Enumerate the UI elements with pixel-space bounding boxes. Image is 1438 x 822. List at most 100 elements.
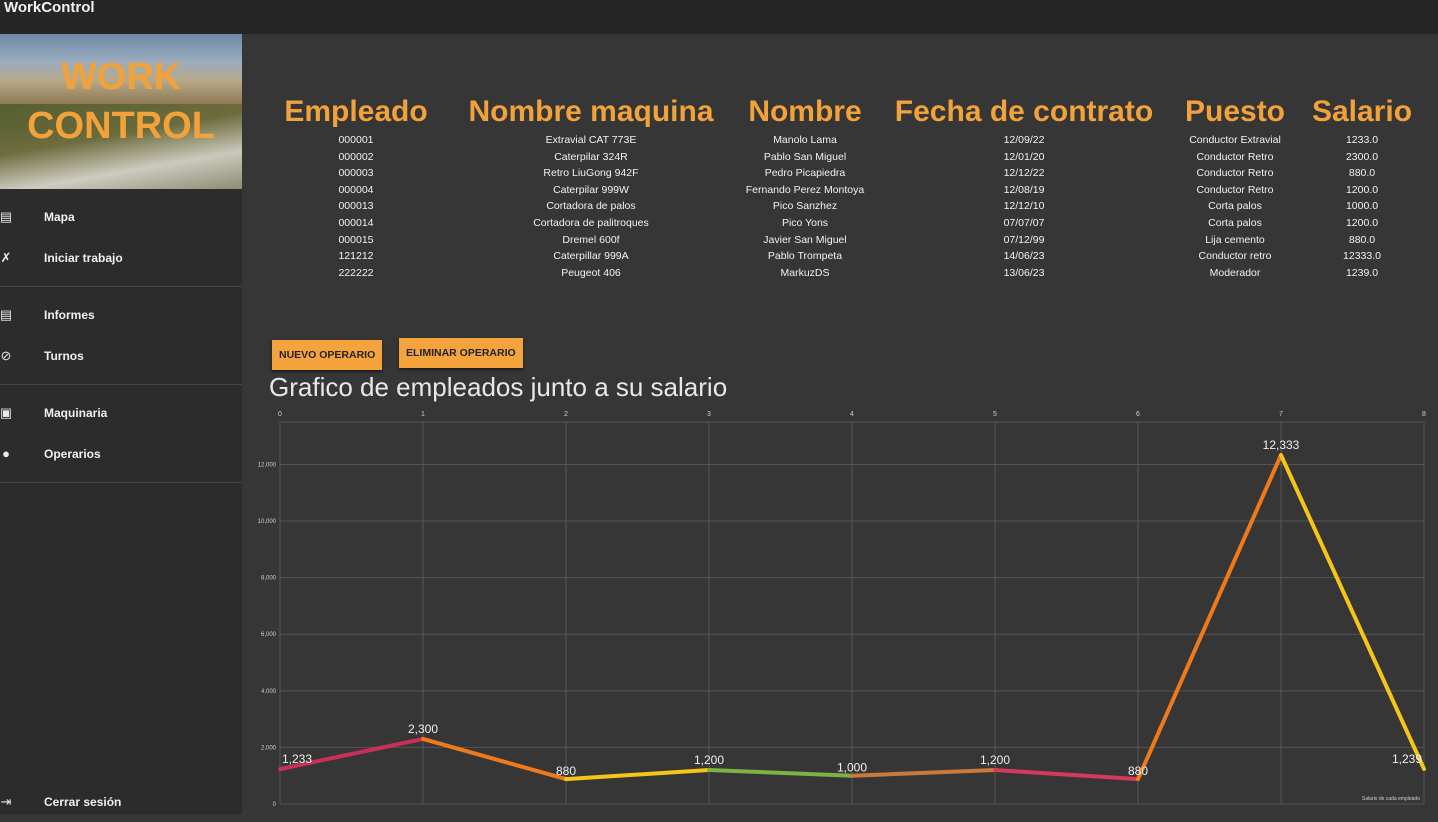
table-cell-contract-date: 12/12/10 xyxy=(1003,200,1045,213)
table-cell-position: Conductor Retro xyxy=(1196,150,1274,163)
y-tick-label: 12,000 xyxy=(258,462,277,468)
table-cell-name: Javier San Miguel xyxy=(763,233,847,246)
table-cell-contract-date: 12/09/22 xyxy=(1003,134,1045,146)
logout-button[interactable]: ⇥ Cerrar sesión xyxy=(0,782,242,822)
table-cell-name: Pedro Picapiedra xyxy=(764,167,846,180)
person-icon: ● xyxy=(2,446,10,461)
delete-operator-button[interactable]: ELIMINAR OPERARIO xyxy=(399,338,523,368)
table-cell-contract-date: 07/07/07 xyxy=(1003,216,1045,229)
table-cell-machine-name: Dremel 600f xyxy=(562,233,620,246)
data-label: 1,200 xyxy=(694,753,724,767)
table-cell-salary: 2300.0 xyxy=(1345,150,1379,163)
logo-line-2: CONTROL xyxy=(27,105,215,147)
series-segment xyxy=(1136,453,1283,782)
table-cell-position: Conductor retro xyxy=(1198,250,1272,263)
table-cell-machine-name: Cortadora de palos xyxy=(546,200,636,213)
sidebar-item-mapa[interactable]: ▤ Mapa xyxy=(0,197,242,237)
data-label: 2,300 xyxy=(408,722,438,736)
table-cell-contract-date: 12/12/22 xyxy=(1003,167,1045,180)
table-cell-machine-name: Extravial CAT 773E xyxy=(545,134,637,146)
series-segment xyxy=(1279,453,1426,771)
sidebar-item-informes[interactable]: ▤ Informes xyxy=(0,295,242,335)
table-cell-employee-id: 222222 xyxy=(338,266,374,279)
x-tick-label: 4 xyxy=(850,411,854,418)
legend-label: Salario de cada empleado xyxy=(1362,796,1420,802)
table-cell-position: Lija cemento xyxy=(1205,233,1265,246)
table-cell-employee-id: 000002 xyxy=(338,150,374,163)
table-cell-contract-date: 13/06/23 xyxy=(1003,266,1045,279)
table-cell-name: Fernando Perez Montoya xyxy=(745,183,865,196)
x-tick-label: 5 xyxy=(993,411,997,418)
y-tick-label: 2,000 xyxy=(261,745,277,751)
divider xyxy=(0,384,242,385)
table-cell-employee-id: 000004 xyxy=(338,183,374,196)
series-segment xyxy=(993,768,1140,782)
table-cell-position: Corta palos xyxy=(1208,200,1262,213)
x-tick-label: 1 xyxy=(421,411,425,418)
table-cell-salary: 1200.0 xyxy=(1345,183,1379,196)
table-cell-machine-name: Retro LiuGong 942F xyxy=(543,167,639,180)
title-bar: WorkControl xyxy=(0,0,1438,34)
column-machine-name: Nombre maquina Extravial CAT 773E Caterpil… xyxy=(458,92,724,281)
sidebar-item-label: Mapa xyxy=(44,210,75,224)
sidebar: WORK CONTROL ▤ Mapa ✗ Iniciar trabajo ▤ … xyxy=(0,34,242,814)
logo-line-1: WORK xyxy=(60,56,182,98)
series-segment xyxy=(564,768,711,782)
table-cell-machine-name: Caterpilar 324R xyxy=(554,150,628,163)
table-cell-name: Pico Sanzhez xyxy=(772,200,838,213)
table-cell-name: Pablo Trompeta xyxy=(767,250,843,263)
sidebar-item-label: Informes xyxy=(44,308,95,322)
table-cell-contract-date: 07/12/99 xyxy=(1003,233,1045,246)
divider xyxy=(0,286,242,287)
column-header: Nombre maquina xyxy=(468,95,714,128)
sidebar-item-maquinaria[interactable]: ▣ Maquinaria xyxy=(0,393,242,433)
clock-icon: ⊘ xyxy=(0,348,12,363)
data-label: 12,333 xyxy=(1263,438,1300,452)
x-tick-label: 7 xyxy=(1279,411,1283,418)
report-icon: ▤ xyxy=(0,307,13,322)
table-cell-salary: 880.0 xyxy=(1348,167,1376,180)
y-tick-label: 6,000 xyxy=(261,632,277,638)
table-cell-position: Conductor Extravial xyxy=(1189,134,1281,146)
series-segment xyxy=(707,768,854,778)
y-tick-label: 10,000 xyxy=(258,519,277,525)
data-label: 1,000 xyxy=(837,761,867,775)
data-label: 1,233 xyxy=(282,752,312,766)
column-header: Empleado xyxy=(284,95,428,128)
chart-title: Grafico de empleados junto a su salario xyxy=(269,372,728,402)
table-cell-employee-id: 000013 xyxy=(338,200,374,213)
column-header: Fecha de contrato xyxy=(894,95,1154,128)
table-cell-machine-name: Caterpilar 999W xyxy=(553,183,629,196)
table-cell-contract-date: 12/01/20 xyxy=(1003,150,1045,163)
series-segment xyxy=(850,768,997,778)
banner-landscape xyxy=(0,104,242,189)
sidebar-item-label: Maquinaria xyxy=(44,406,108,420)
x-tick-label: 8 xyxy=(1422,411,1426,418)
table-cell-name: Pico Yons xyxy=(781,216,829,229)
sidebar-item-iniciar-trabajo[interactable]: ✗ Iniciar trabajo xyxy=(0,238,242,278)
y-tick-label: 0 xyxy=(273,802,277,808)
new-operator-button[interactable]: NUEVO OPERARIO xyxy=(272,340,383,370)
table-cell-employee-id: 000014 xyxy=(338,216,374,229)
sidebar-item-operarios[interactable]: ● Operarios xyxy=(0,434,242,474)
column-header: Nombre xyxy=(748,95,862,128)
map-icon: ▤ xyxy=(0,209,13,224)
y-tick-label: 8,000 xyxy=(261,576,277,582)
table-cell-name: MarkuzDS xyxy=(780,266,830,279)
column-contract-date: Fecha de contrato 12/09/22 12/01/20 12/12/2… xyxy=(884,92,1164,281)
sidebar-item-label: Operarios xyxy=(44,447,101,461)
column-position: Puesto Conductor Extravial Conductor Retro… xyxy=(1180,92,1290,281)
banner-image: WORK CONTROL xyxy=(0,34,242,189)
table-cell-position: Conductor Retro xyxy=(1196,183,1274,196)
tools-icon: ✗ xyxy=(0,250,12,265)
column-employee-id: Empleado 000001 000002 000003 000004 000013 00… xyxy=(272,92,440,281)
data-label: 1,239 xyxy=(1392,752,1422,766)
column-name: Nombre Manolo Lama Pablo San Miguel Pedro P… xyxy=(742,92,868,281)
sidebar-item-turnos[interactable]: ⊘ Turnos xyxy=(0,336,242,376)
table-cell-machine-name: Peugeot 406 xyxy=(561,266,621,279)
series-segment xyxy=(278,736,425,772)
x-tick-label: 6 xyxy=(1136,411,1140,418)
table-cell-salary: 880.0 xyxy=(1348,233,1376,246)
logout-icon: ⇥ xyxy=(0,794,12,809)
table-cell-salary: 12333.0 xyxy=(1343,250,1381,263)
